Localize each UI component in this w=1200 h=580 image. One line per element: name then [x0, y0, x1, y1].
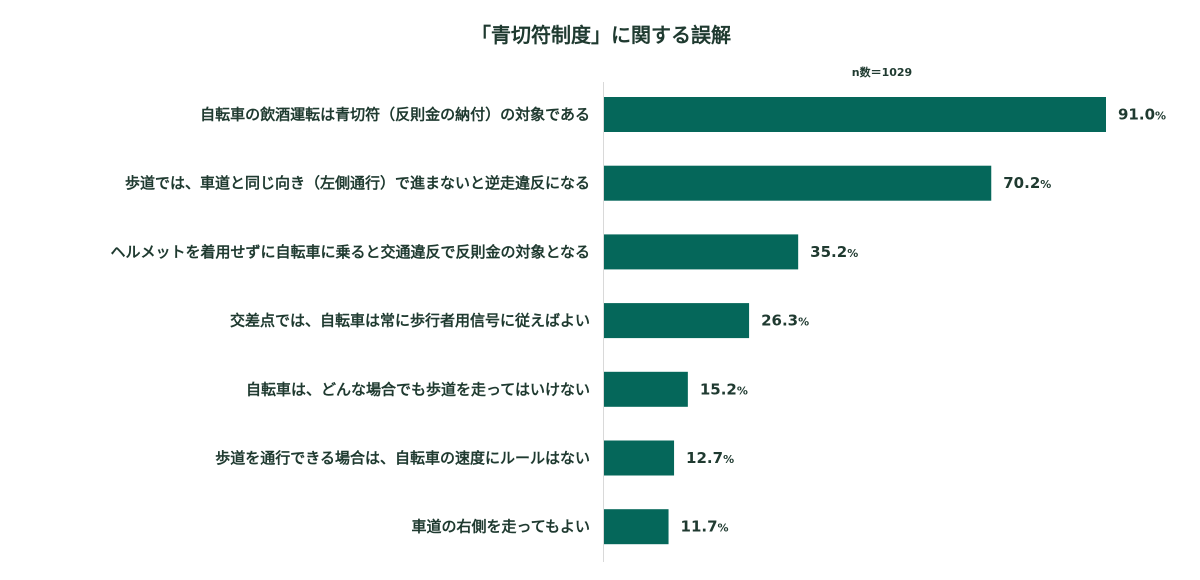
data-label: 91.0% [1118, 106, 1166, 124]
bar-row: 歩道では、車道と同じ向き（左側通行）で進まないと逆走違反になる 70.2% [125, 165, 1051, 201]
category-label: ヘルメットを着用せずに自転車に乗ると交通違反で反則金の対象となる [110, 243, 590, 261]
percent-unit: % [1155, 110, 1166, 123]
bar-row: 自転車の飲酒運転は青切符（反則金の納付）の対象である 91.0% [200, 97, 1166, 132]
category-label: 歩道では、車道と同じ向き（左側通行）で進まないと逆走違反になる [125, 174, 590, 192]
data-label: 35.2% [810, 243, 858, 261]
bar-row: 自転車は、どんな場合でも歩道を走ってはいけない 15.2% [246, 371, 748, 407]
bar [604, 97, 1106, 132]
percent-unit: % [1040, 178, 1051, 191]
bars-layer: 自転車の飲酒運転は青切符（反則金の納付）の対象である 91.0% 歩道では、車道と同… [110, 97, 1166, 545]
percent-unit: % [847, 247, 858, 260]
chart-title: 「青切符制度」に関する誤解 [471, 23, 731, 47]
category-label: 交差点では、自転車は常に歩行者用信号に従えばよい [230, 312, 590, 330]
data-label: 11.7% [681, 518, 729, 536]
category-label: 自転車は、どんな場合でも歩道を走ってはいけない [246, 380, 590, 398]
bar [604, 303, 750, 339]
category-label: 自転車の飲酒運転は青切符（反則金の納付）の対象である [200, 106, 590, 124]
bar-row: 歩道を通行できる場合は、自転車の速度にルールはない 12.7% [215, 440, 734, 476]
category-label: 車道の右側を走ってもよい [411, 518, 590, 536]
bar [604, 234, 799, 270]
bar-row: 交差点では、自転車は常に歩行者用信号に従えばよい 26.3% [230, 303, 809, 339]
bar-row: 車道の右側を走ってもよい 11.7% [411, 509, 729, 545]
data-label: 12.7% [686, 449, 734, 467]
percent-unit: % [798, 316, 809, 329]
sample-size-note: n数＝1029 [852, 65, 912, 79]
bar [604, 440, 675, 476]
bar [604, 165, 992, 201]
data-label: 26.3% [761, 312, 809, 330]
bar [604, 509, 669, 545]
percent-unit: % [723, 453, 734, 466]
data-label: 70.2% [1003, 174, 1051, 192]
percent-unit: % [737, 384, 748, 397]
percent-unit: % [718, 522, 729, 535]
bar-row: ヘルメットを着用せずに自転車に乗ると交通違反で反則金の対象となる 35.2% [110, 234, 858, 270]
data-label: 15.2% [700, 380, 748, 398]
category-label: 歩道を通行できる場合は、自転車の速度にルールはない [215, 449, 590, 467]
bar [604, 371, 688, 407]
